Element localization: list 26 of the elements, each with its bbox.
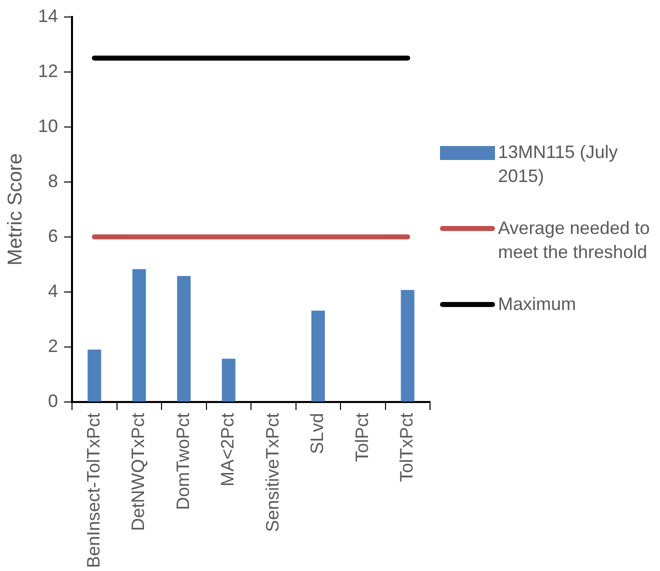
legend-label: Maximum xyxy=(498,293,576,316)
bar xyxy=(88,350,102,402)
bar xyxy=(400,290,414,402)
x-tick-label: BenInsect-TolTxPct xyxy=(83,412,104,568)
x-tick-label: SLvd xyxy=(307,412,328,454)
x-tick-label: DomTwoPct xyxy=(172,412,193,510)
y-tick-label: 14 xyxy=(38,6,58,26)
x-tick-label: DetNWQTxPct xyxy=(128,412,148,531)
x-tick-label: TolPct xyxy=(352,412,372,462)
y-tick-label: 10 xyxy=(38,116,58,136)
bar xyxy=(311,310,325,402)
y-tick-label: 0 xyxy=(48,390,58,411)
y-tick-label: 6 xyxy=(48,226,58,246)
y-tick-label: 2 xyxy=(48,336,58,356)
x-tick-label: MA<2Pct xyxy=(218,412,238,486)
bar xyxy=(177,276,191,402)
x-tick-label: SensitiveTxPct xyxy=(262,412,282,532)
legend-label: Average needed to meet the threshold xyxy=(498,217,651,264)
y-tick-label: 4 xyxy=(48,280,58,301)
legend-label: 13MN115 (July 2015) xyxy=(498,141,619,188)
y-tick-label: 12 xyxy=(38,60,58,81)
bar xyxy=(132,269,146,402)
y-axis-title: Metric Score xyxy=(4,153,27,266)
x-tick-label: TolTxPct xyxy=(396,412,417,482)
bar xyxy=(222,358,236,402)
y-tick-label: 8 xyxy=(48,170,58,191)
